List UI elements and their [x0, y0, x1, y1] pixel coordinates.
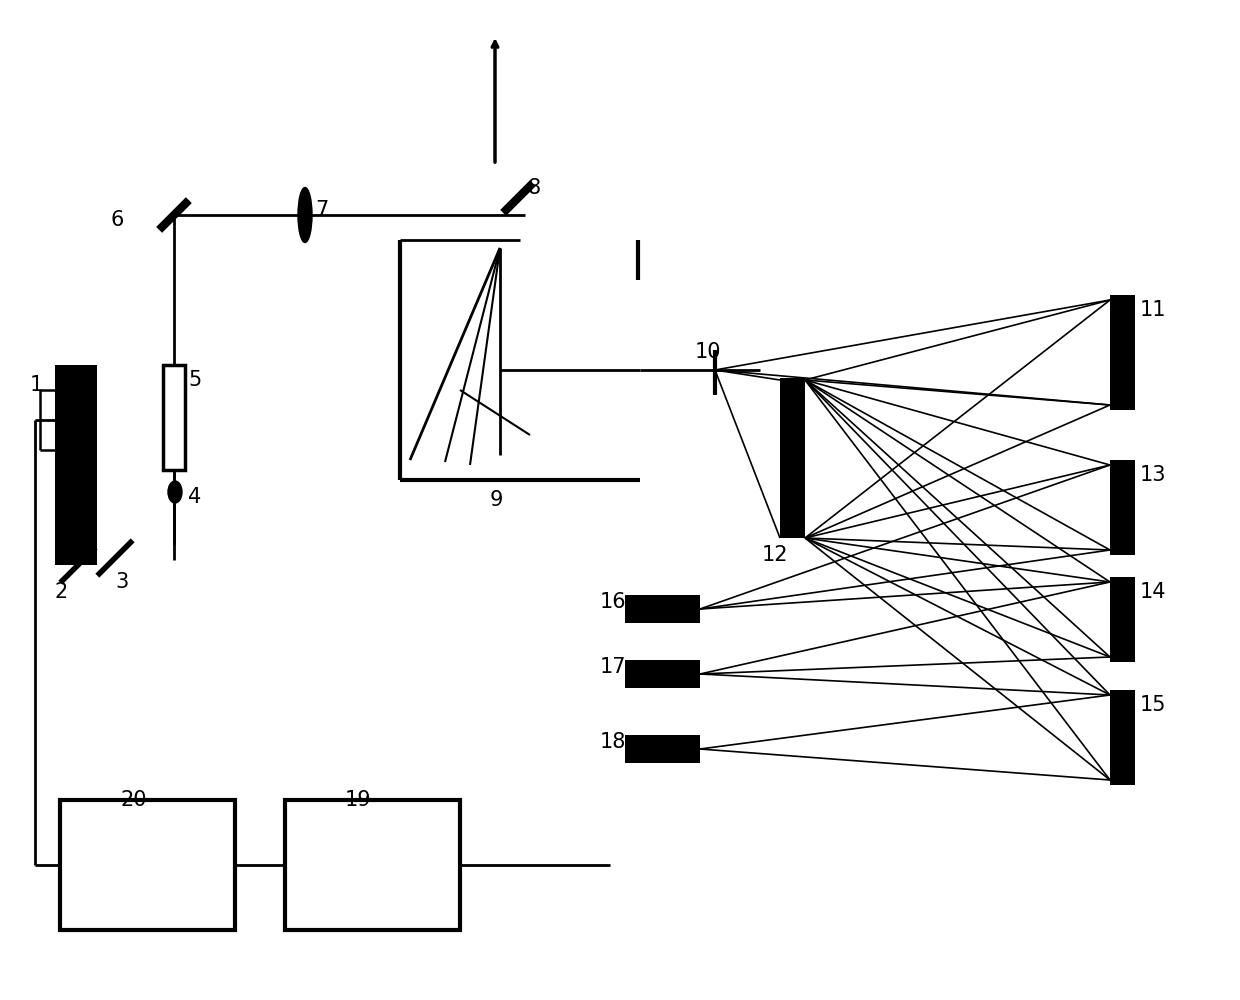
Bar	[1110, 690, 1135, 785]
Text: 18: 18	[600, 732, 626, 752]
Bar	[162, 365, 185, 470]
Text: 9: 9	[490, 490, 503, 510]
Text: 7: 7	[315, 200, 329, 220]
Text: 13: 13	[1140, 465, 1167, 485]
Bar	[780, 378, 805, 538]
Text: 5: 5	[188, 370, 201, 390]
Text: 17: 17	[600, 657, 626, 677]
Bar	[285, 800, 460, 930]
Bar	[1110, 460, 1135, 555]
Ellipse shape	[167, 481, 182, 503]
Text: 1: 1	[30, 375, 43, 395]
Text: 2: 2	[55, 582, 68, 602]
Text: 20: 20	[120, 790, 146, 810]
Text: 11: 11	[1140, 300, 1167, 320]
Text: 6: 6	[110, 210, 123, 230]
Bar	[625, 660, 701, 688]
Ellipse shape	[298, 188, 312, 242]
Bar	[625, 595, 701, 623]
Text: 4: 4	[188, 487, 201, 507]
Text: 3: 3	[115, 572, 128, 592]
Bar	[55, 365, 97, 565]
Bar	[1110, 295, 1135, 410]
Bar	[625, 735, 701, 763]
Text: 14: 14	[1140, 582, 1167, 602]
Bar	[60, 800, 236, 930]
Text: 16: 16	[600, 592, 626, 612]
Text: 15: 15	[1140, 695, 1167, 715]
Text: 19: 19	[345, 790, 372, 810]
Text: 8: 8	[528, 178, 541, 198]
Text: 12: 12	[763, 545, 789, 565]
Bar	[1110, 577, 1135, 662]
Text: 10: 10	[694, 342, 722, 362]
